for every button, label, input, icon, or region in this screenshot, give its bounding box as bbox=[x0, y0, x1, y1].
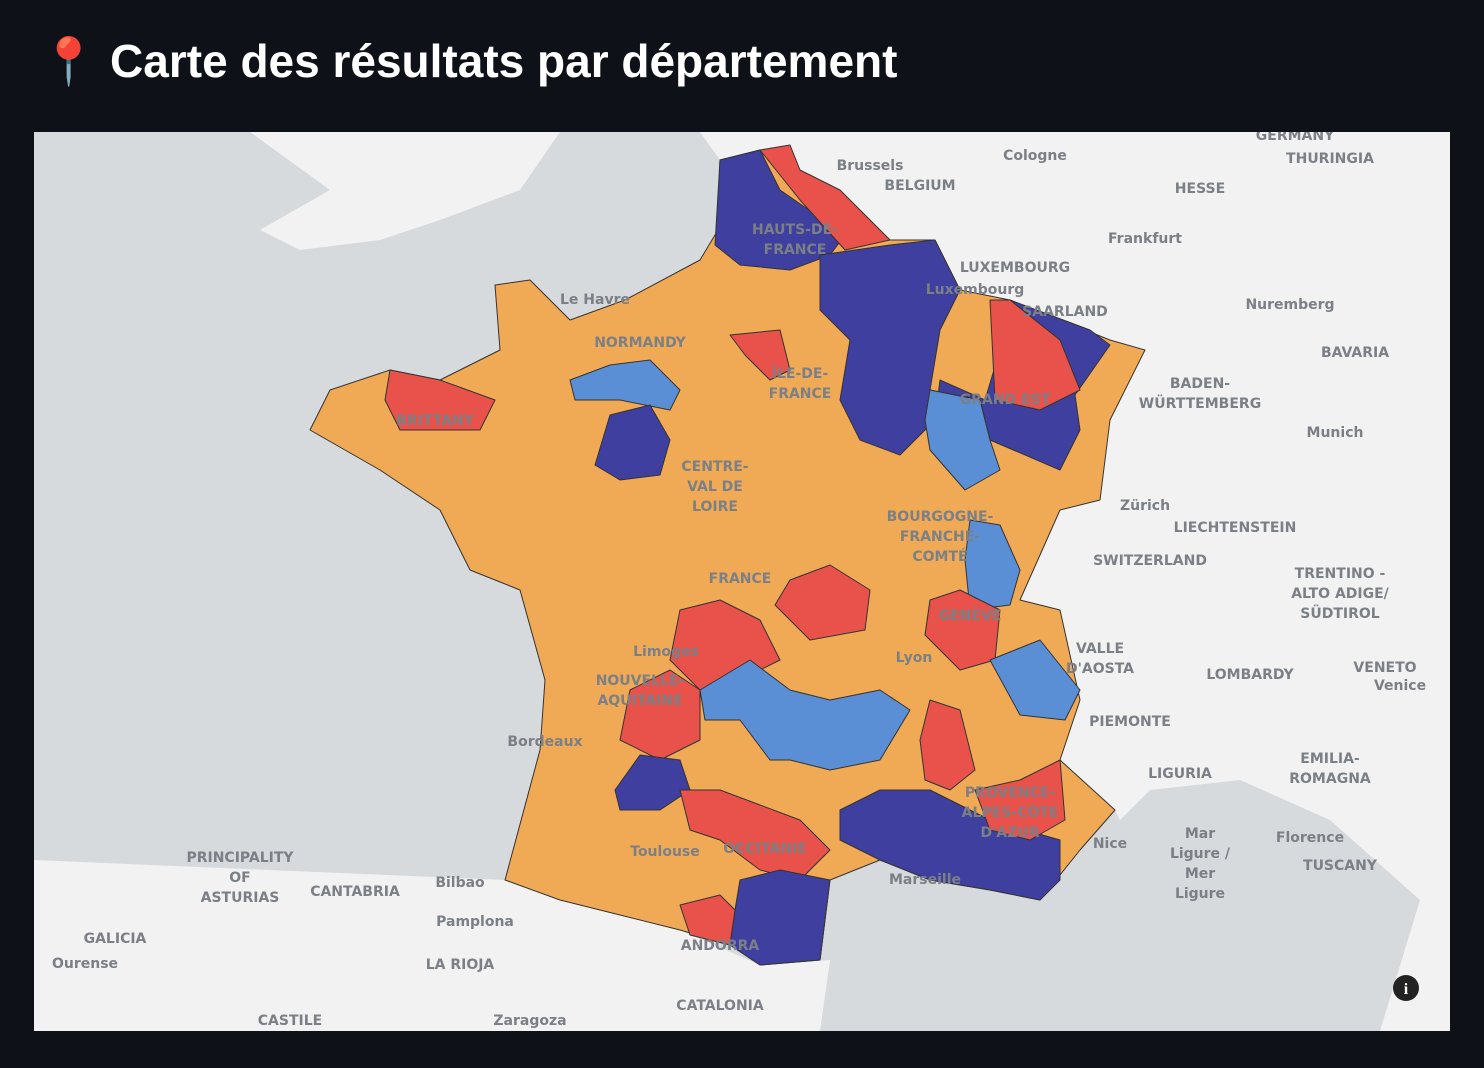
map-label: VENETO bbox=[1353, 660, 1416, 676]
map-label: Marseille bbox=[889, 872, 961, 888]
map-label: BADEN- bbox=[1170, 376, 1230, 392]
map-label: ROMAGNA bbox=[1289, 771, 1371, 787]
map-label: D'AOSTA bbox=[1066, 661, 1134, 677]
map-label: GRAND EST bbox=[960, 392, 1051, 408]
map-label: GALICIA bbox=[84, 931, 147, 947]
map-label: TRENTINO - bbox=[1295, 566, 1386, 582]
map-label: VALLE bbox=[1076, 641, 1124, 657]
map-label: NORMANDY bbox=[594, 335, 686, 351]
map-label: ÎLE-DE- bbox=[772, 365, 829, 382]
info-icon: i bbox=[1404, 981, 1409, 998]
map-label: Mar bbox=[1185, 826, 1215, 842]
map-label: GERMANY bbox=[1256, 132, 1335, 144]
map-label: SAARLAND bbox=[1022, 304, 1108, 320]
map-label: Nuremberg bbox=[1245, 297, 1334, 313]
map-label: Florence bbox=[1276, 830, 1344, 846]
map-label: LIGURIA bbox=[1148, 766, 1212, 782]
departments bbox=[309, 144, 1146, 966]
map-label: VAL DE bbox=[687, 479, 743, 495]
map-label: HESSE bbox=[1175, 181, 1225, 197]
map-label: THURINGIA bbox=[1286, 151, 1374, 167]
map-label: HAUTS-DE- bbox=[752, 222, 838, 238]
info-button[interactable] bbox=[1393, 975, 1419, 1001]
map-label: FRANCE bbox=[764, 242, 827, 258]
map: Brussels BELGIUM Cologne GERMANY THURINGIA HE… bbox=[34, 132, 1450, 1031]
map-label: Zürich bbox=[1120, 498, 1170, 514]
map-label: Bilbao bbox=[435, 875, 485, 891]
map-label: Le Havre bbox=[560, 292, 630, 308]
map-label: OCCITANIE bbox=[723, 841, 806, 857]
map-label: Nice bbox=[1093, 836, 1127, 852]
map-label: FRANCE bbox=[769, 386, 832, 402]
map-label: PROVENCE- bbox=[965, 785, 1056, 801]
map-label: Mer bbox=[1185, 866, 1215, 882]
land bbox=[34, 132, 1450, 1031]
map-label: FRANCHE- bbox=[900, 529, 980, 545]
map-label: BAVARIA bbox=[1321, 345, 1389, 361]
map-label: CASTILE bbox=[258, 1013, 322, 1029]
map-label: ASTURIAS bbox=[201, 890, 280, 906]
map-label: EMILIA- bbox=[1300, 751, 1360, 767]
map-label: AQUITAINE bbox=[597, 693, 682, 709]
map-label: Luxembourg bbox=[926, 282, 1025, 298]
map-label: Pamplona bbox=[436, 914, 514, 930]
map-label: Ligure / bbox=[1170, 846, 1231, 862]
map-label: GENÈVE bbox=[939, 607, 1002, 624]
map-label: Ligure bbox=[1175, 886, 1225, 902]
map-label: CATALONIA bbox=[676, 998, 764, 1014]
map-label: ANDORRA bbox=[681, 938, 760, 954]
map-label: LA RIOJA bbox=[426, 957, 495, 973]
map-label: PIEMONTE bbox=[1089, 714, 1171, 730]
map-label: SWITZERLAND bbox=[1093, 553, 1207, 569]
map-label: CENTRE- bbox=[681, 459, 748, 475]
map-label: Limoges bbox=[633, 644, 699, 660]
map-label: Toulouse bbox=[630, 844, 700, 860]
map-label: ALTO ADIGE/ bbox=[1291, 586, 1389, 602]
map-label: Frankfurt bbox=[1108, 231, 1182, 247]
map-label: TUSCANY bbox=[1303, 858, 1378, 874]
map-label: WÜRTTEMBERG bbox=[1139, 394, 1261, 412]
map-label: PRINCIPALITY bbox=[186, 850, 294, 866]
map-label: CANTABRIA bbox=[310, 884, 400, 900]
title: 📍 Carte des résultats par département bbox=[40, 35, 898, 87]
map-label: LOIRE bbox=[692, 499, 738, 515]
map-label: BOURGOGNE- bbox=[887, 509, 994, 525]
map-label: Brussels bbox=[837, 158, 904, 174]
map-label: D'AZUR bbox=[980, 825, 1039, 841]
map-label: LUXEMBOURG bbox=[960, 260, 1070, 276]
map-label: COMTÉ bbox=[912, 548, 967, 565]
map-label: LOMBARDY bbox=[1206, 667, 1294, 683]
map-label: Cologne bbox=[1003, 148, 1067, 164]
map-label: Ourense bbox=[52, 956, 118, 972]
map-label: ALPES-CÔTE bbox=[962, 803, 1059, 821]
map-label: LIECHTENSTEIN bbox=[1174, 520, 1297, 536]
map-label: Zaragoza bbox=[493, 1013, 566, 1029]
map-label: Munich bbox=[1307, 425, 1364, 441]
map-label: OF bbox=[229, 870, 250, 886]
map-label: SÜDTIROL bbox=[1300, 604, 1380, 622]
map-label: Lyon bbox=[896, 650, 933, 666]
map-label: Bordeaux bbox=[507, 734, 582, 750]
map-label: Venice bbox=[1374, 678, 1426, 694]
map-label: FRANCE bbox=[709, 571, 772, 587]
map-label: NOUVELLE- bbox=[596, 673, 685, 689]
map-label: BRITTANY bbox=[396, 413, 475, 429]
map-label: BELGIUM bbox=[884, 178, 955, 194]
